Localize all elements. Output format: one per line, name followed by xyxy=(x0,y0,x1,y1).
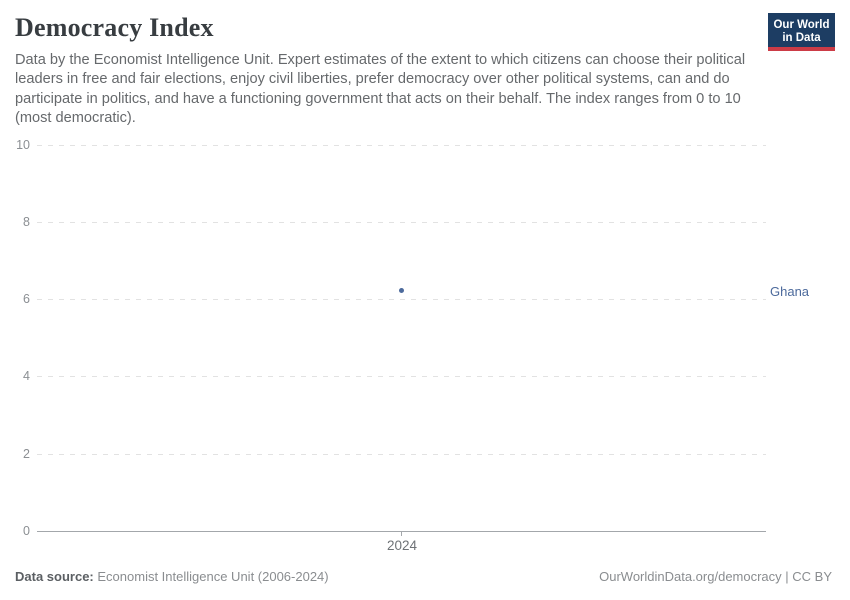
y-axis-tick-label: 6 xyxy=(23,292,30,306)
y-axis-tick-label: 10 xyxy=(16,138,30,152)
owid-logo-line1: Our World xyxy=(773,19,830,31)
gridline-4 xyxy=(37,376,766,377)
chart-subtitle: Data by the Economist Intelligence Unit.… xyxy=(15,52,746,126)
gridline-10 xyxy=(37,145,766,146)
gridline-6 xyxy=(37,299,766,300)
gridline-8 xyxy=(37,222,766,223)
y-axis-tick-label: 2 xyxy=(23,447,30,461)
x-axis-tick xyxy=(401,531,402,536)
y-axis-tick-label: 0 xyxy=(23,524,30,538)
entity-label-ghana[interactable]: Ghana xyxy=(770,284,810,299)
data-source-value: Economist Intelligence Unit (2006-2024) xyxy=(97,569,329,584)
y-axis-tick-label: 8 xyxy=(23,215,30,229)
x-axis-tick-label: 2024 xyxy=(386,538,418,553)
page-title: Democracy Index xyxy=(15,13,214,42)
owid-logo[interactable]: Our World in Data xyxy=(768,13,835,51)
data-source-label: Data source: xyxy=(15,569,94,584)
data-source[interactable]: Data source: Economist Intelligence Unit… xyxy=(15,569,329,584)
owid-logo-line2: in Data xyxy=(782,32,821,44)
attribution-link[interactable]: OurWorldinData.org/democracy | CC BY xyxy=(599,569,832,584)
gridline-2 xyxy=(37,454,766,455)
y-axis-tick-label: 4 xyxy=(23,369,30,383)
data-point-ghana[interactable] xyxy=(399,288,404,293)
